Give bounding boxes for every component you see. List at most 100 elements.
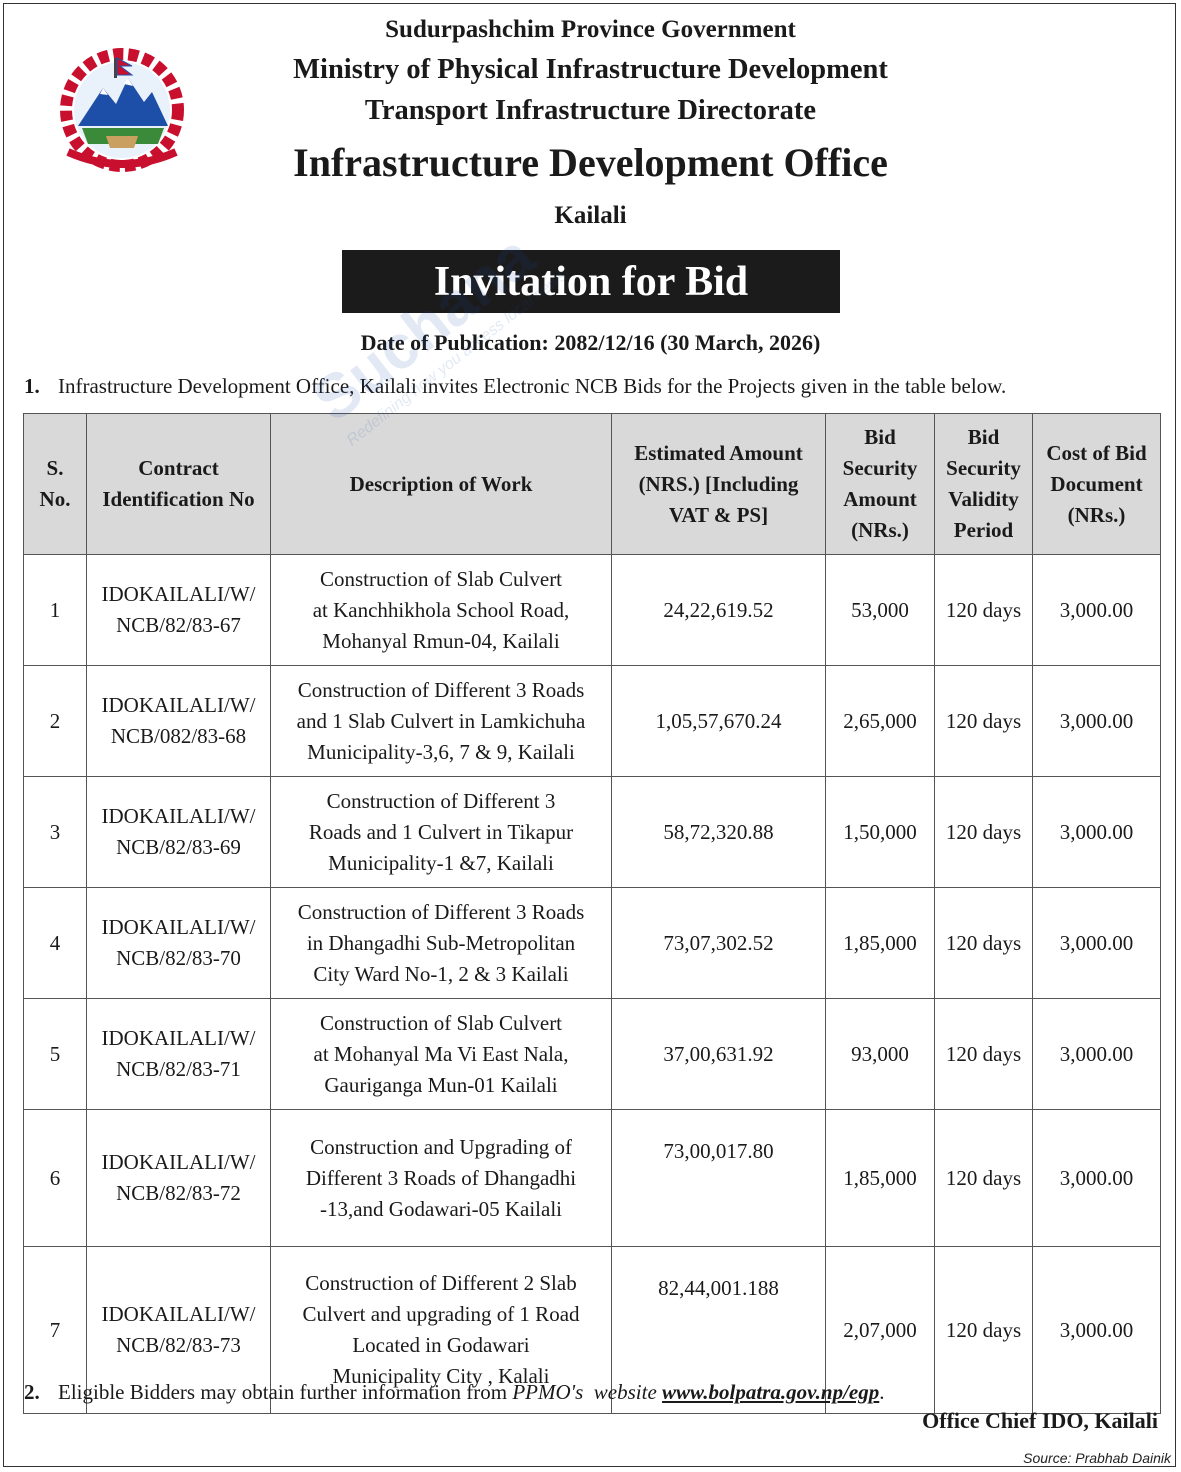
bid-document-cost: 3,000.00	[1032, 1109, 1161, 1247]
serial-number: 5	[23, 998, 87, 1110]
notice-frame	[3, 3, 1176, 1467]
contract-id: IDOKAILALI/W/NCB/82/83-69	[86, 776, 271, 888]
table-body: 1 IDOKAILALI/W/NCB/82/83-67 Construction o…	[23, 554, 1161, 1414]
cell-line: NCB/82/83-72	[116, 1181, 241, 1205]
bid-table-container: S. No. Contract Identification No Descriptio…	[23, 413, 1161, 1414]
source-credit: Source: Prabhab Dainik	[1023, 1450, 1171, 1466]
cell-line: Municipality-3,6, 7 & 9, Kailali	[307, 739, 575, 764]
estimated-amount: 58,72,320.88	[611, 776, 826, 888]
work-description: Construction of Different 3 Roads and 1 C…	[270, 776, 612, 888]
cell-line: (NRs.)	[851, 518, 909, 542]
bid-security-amount: 1,85,000	[825, 1109, 935, 1247]
cell-line: No.	[39, 487, 71, 511]
organization-name: PPMO's	[512, 1380, 584, 1404]
cell-line: NCB/082/83-68	[110, 724, 247, 748]
paragraph-text: Eligible Bidders may obtain further info…	[58, 1380, 508, 1404]
validity-period: 120 days	[934, 998, 1033, 1110]
bid-document-cost: 3,000.00	[1032, 1246, 1161, 1414]
office-heading: Infrastructure Development Office	[293, 140, 888, 185]
estimated-amount: 73,00,017.80	[611, 1109, 826, 1247]
column-header: Description of Work	[270, 413, 612, 555]
cell-line: Located in Godawari	[352, 1333, 530, 1357]
validity-period: 120 days	[934, 554, 1033, 666]
paragraph-2: 2. Eligible Bidders may obtain further in…	[24, 1380, 885, 1405]
cell-line: Municipality-1 &7, Kailali	[328, 850, 554, 875]
work-description: Construction of Different 3 Roads in Dhan…	[270, 887, 612, 999]
cell-line: IDOKAILALI/W/	[101, 582, 256, 606]
bid-table: S. No. Contract Identification No Descriptio…	[23, 413, 1161, 1414]
cell-line: Amount	[843, 487, 917, 511]
bid-document-cost: 3,000.00	[1032, 776, 1161, 888]
cell-line: Cost of Bid	[1046, 440, 1147, 465]
cell-line: Estimated Amount	[634, 440, 803, 465]
cell-line: NCB/82/83-67	[116, 613, 241, 637]
cell-line: NCB/82/83-73	[116, 1333, 241, 1357]
validity-period: 120 days	[934, 665, 1033, 777]
cell-line: Mohanyal Rmun-04, Kailali	[322, 628, 560, 653]
cell-line: Construction of Different 3	[326, 788, 556, 813]
work-description: Construction and Upgrading of Different 3…	[270, 1109, 612, 1247]
cell-line: Culvert and upgrading of 1 Road	[302, 1302, 580, 1326]
cell-line: at Kanchhikhola School Road,	[312, 597, 570, 622]
contract-id: IDOKAILALI/W/NCB/82/83-70	[86, 887, 271, 999]
serial-number: 6	[23, 1109, 87, 1247]
cell-line: IDOKAILALI/W/	[101, 693, 256, 717]
publication-date: Date of Publication: 2082/12/16 (30 Marc…	[360, 330, 821, 355]
column-header: S. No.	[23, 413, 87, 555]
cell-line: IDOKAILALI/W/	[101, 915, 256, 939]
ministry-heading: Ministry of Physical Infrastructure Deve…	[293, 54, 888, 85]
cell-line: Construction of Slab Culvert	[319, 1010, 563, 1035]
cell-line: Different 3 Roads of Dhangadhi	[305, 1165, 577, 1190]
cell-line: (NRs.)	[1067, 502, 1126, 527]
work-description: Construction of Different 3 Roads and 1 S…	[270, 665, 612, 777]
contract-id: IDOKAILALI/W/NCB/82/83-72	[86, 1109, 271, 1247]
paragraph-1: 1. Infrastructure Development Office, Kai…	[24, 374, 1006, 399]
cell-line: Gauriganga Mun-01 Kailali	[324, 1072, 558, 1097]
cell-line: Description of Work	[349, 471, 533, 496]
cell-line: Construction of Slab Culvert	[319, 566, 563, 591]
bid-security-amount: 2,65,000	[825, 665, 935, 777]
cell-line: Identification No	[102, 487, 255, 511]
work-description: Construction of Slab Culvert at Kanchhikh…	[270, 554, 612, 666]
directorate-heading: Transport Infrastructure Directorate	[364, 95, 817, 126]
serial-number: 4	[23, 887, 87, 999]
table-row: 3 IDOKAILALI/W/NCB/82/83-69 Construction o…	[23, 776, 1161, 888]
nepal-emblem-icon	[60, 48, 184, 172]
sentence-end: .	[879, 1380, 885, 1404]
notice-title: Invitation for Bid	[342, 250, 840, 313]
cell-line: NCB/82/83-70	[116, 946, 241, 970]
estimated-amount: 82,44,001.188	[611, 1246, 826, 1414]
column-header: Cost of Bid Document (NRs.)	[1032, 413, 1161, 555]
cell-line: Construction of Different 3 Roads	[297, 899, 585, 924]
cell-line: (NRS.) [Including	[638, 471, 799, 496]
contract-id: IDOKAILALI/W/NCB/82/83-73	[86, 1246, 271, 1414]
estimated-amount: 24,22,619.52	[611, 554, 826, 666]
serial-number: 2	[23, 665, 87, 777]
cell-line: Contract	[138, 456, 219, 480]
website-word: website	[593, 1380, 657, 1404]
bid-security-amount: 93,000	[825, 998, 935, 1110]
cell-line: NCB/82/83-71	[116, 1057, 241, 1081]
validity-period: 120 days	[934, 887, 1033, 999]
cell-line: in Dhangadhi Sub-Metropolitan	[306, 930, 576, 955]
bid-security-amount: 53,000	[825, 554, 935, 666]
cell-line: IDOKAILALI/W/	[101, 1026, 256, 1050]
cell-line: IDOKAILALI/W/	[101, 804, 256, 828]
bid-document-cost: 3,000.00	[1032, 998, 1161, 1110]
table-row: 4 IDOKAILALI/W/NCB/82/83-70 Construction o…	[23, 887, 1161, 999]
website-link[interactable]: www.bolpatra.gov.np/egp	[662, 1380, 880, 1404]
cell-line: Document	[1050, 471, 1143, 496]
serial-number: 7	[23, 1246, 87, 1414]
table-row: 1 IDOKAILALI/W/NCB/82/83-67 Construction o…	[23, 554, 1161, 666]
cell-line: NCB/82/83-69	[116, 835, 241, 859]
serial-number: 1	[23, 554, 87, 666]
work-description: Construction of Different 2 Slab Culvert …	[270, 1246, 612, 1414]
bid-security-amount: 1,85,000	[825, 887, 935, 999]
cell-line: Security	[842, 456, 918, 480]
validity-period: 120 days	[934, 776, 1033, 888]
bid-document-cost: 3,000.00	[1032, 554, 1161, 666]
contract-id: IDOKAILALI/W/NCB/82/83-67	[86, 554, 271, 666]
cell-line: Bid	[864, 425, 896, 449]
bid-document-cost: 3,000.00	[1032, 887, 1161, 999]
estimated-amount: 37,00,631.92	[611, 998, 826, 1110]
